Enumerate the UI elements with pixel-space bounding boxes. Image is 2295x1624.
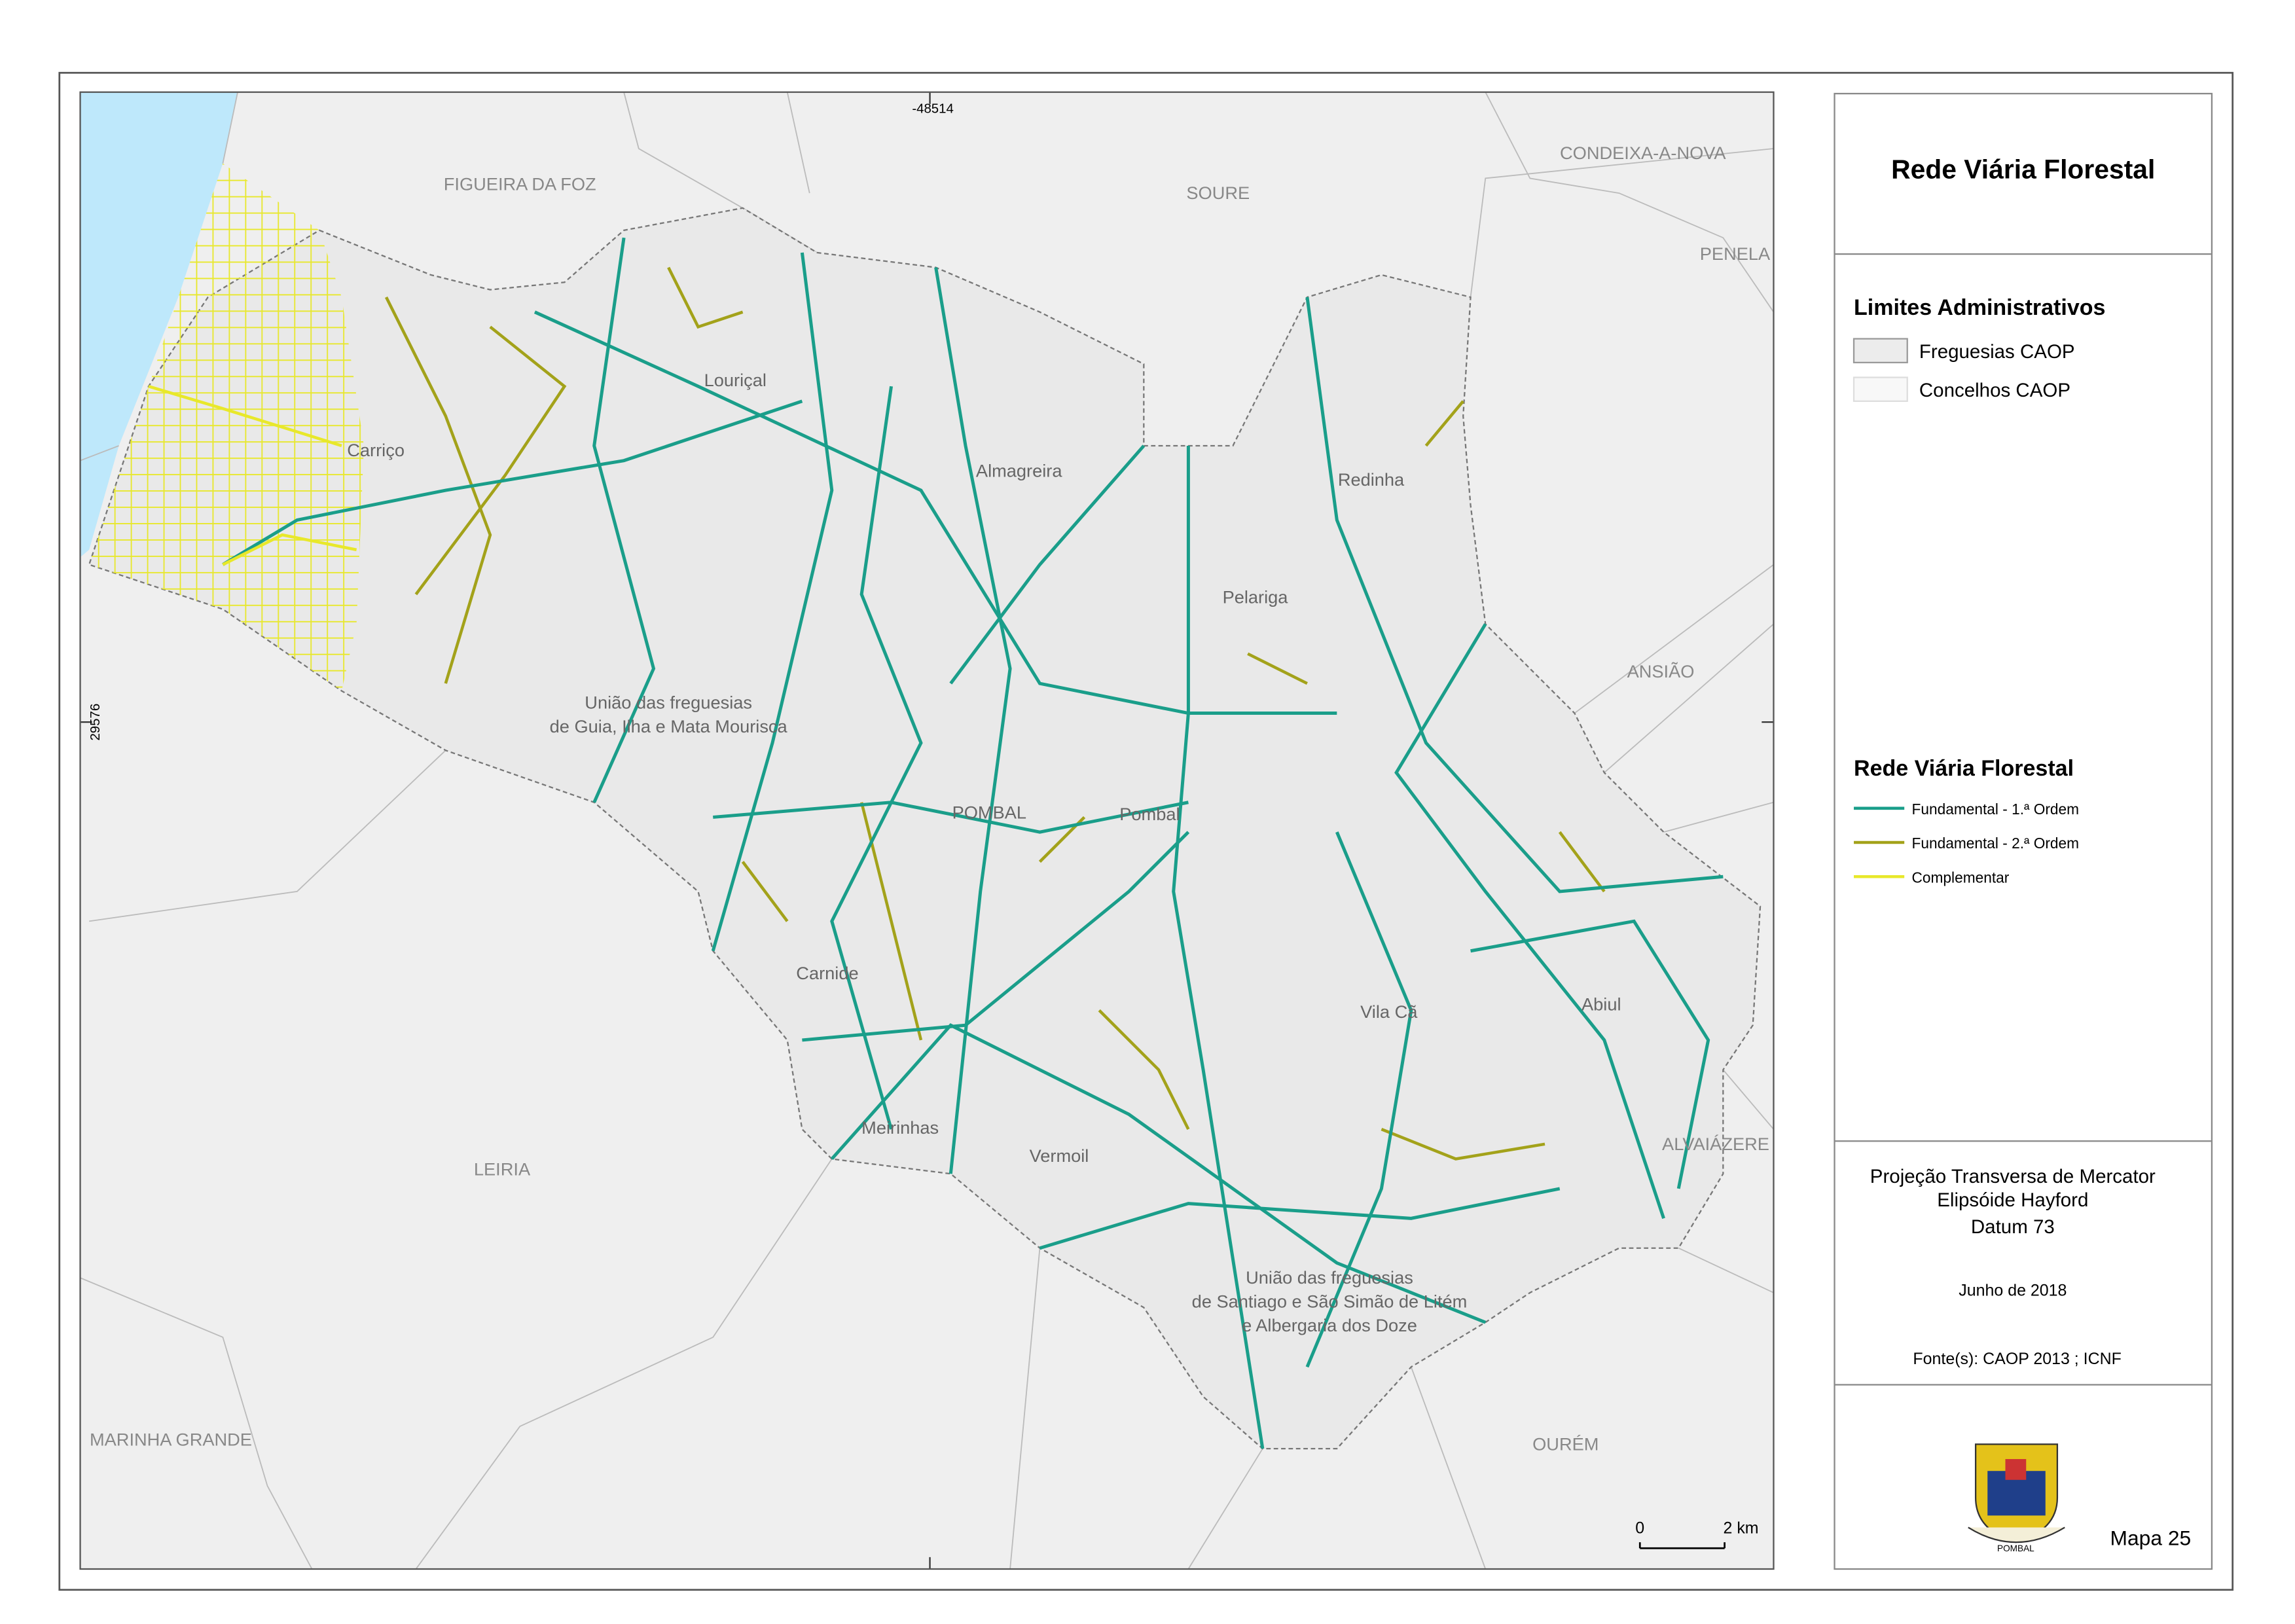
- freguesia-label: POMBAL: [952, 803, 1026, 823]
- legend-item: Fundamental - 1.ª Ordem: [1912, 801, 2080, 818]
- road-1st-order: [1470, 919, 1710, 1189]
- projection: Projeção Transversa de Mercator: [1870, 1166, 2156, 1187]
- concelho-label: FIGUEIRA DA FOZ: [444, 174, 596, 194]
- freguesia-label: Louriçal: [704, 370, 767, 390]
- complementar-area: [89, 163, 364, 691]
- road-1st-order: [533, 310, 1337, 715]
- freguesia-label: e Albergaria dos Doze: [1242, 1315, 1417, 1335]
- road-2nd-order: [1247, 652, 1308, 685]
- scale-start: 0: [1635, 1519, 1644, 1538]
- freguesia-label: Meirinhas: [861, 1117, 939, 1138]
- legend-item: Complementar: [1912, 869, 2010, 886]
- freguesia-label: Vermoil: [1030, 1146, 1089, 1166]
- projection: Datum 73: [1971, 1216, 2055, 1238]
- emblem-text: POMBAL: [1997, 1543, 2034, 1553]
- road-1st-order: [830, 1023, 1487, 1324]
- freguesia-label: de Guia, Ilha e Mata Mourisca: [550, 716, 788, 736]
- x-coordinate: -48514: [912, 102, 954, 117]
- admin-title: Limites Administrativos: [1854, 295, 2105, 320]
- road-2nd-order: [1558, 831, 1606, 893]
- concelho-label: MARINHA GRANDE: [90, 1430, 252, 1450]
- y-coordinate: 29576: [88, 704, 103, 741]
- freguesia-label: Pelariga: [1223, 587, 1289, 607]
- road-1st-order: [592, 237, 656, 803]
- road-1st-order: [713, 801, 1189, 834]
- legend-item: Fundamental - 2.ª Ordem: [1912, 835, 2080, 852]
- road-2nd-order: [1098, 1009, 1190, 1130]
- road-1st-order: [1172, 445, 1265, 1449]
- legend-title: Rede Viária Florestal: [1891, 154, 2155, 184]
- road-1st-order: [1039, 1187, 1561, 1250]
- road-1st-order: [934, 267, 1012, 1174]
- labels: FIGUEIRA DA FOZ SOURE CONDEIXA-A-NOVA PENEL…: [90, 143, 1771, 1454]
- sea: [80, 92, 238, 558]
- map-frame: [79, 91, 1775, 1570]
- concelho-label: OURÉM: [1532, 1434, 1599, 1454]
- freguesia-label: de Santiago e São Simão de Litém: [1192, 1291, 1468, 1312]
- road-2nd-order: [741, 861, 789, 922]
- freguesia-label: União das freguesias: [1246, 1267, 1413, 1288]
- road-1st-order: [222, 399, 803, 566]
- boundaries: [80, 92, 1774, 1570]
- map-area: [80, 92, 1774, 1570]
- admin-item: Concelhos CAOP: [1919, 380, 2070, 401]
- concelho-label: SOURE: [1186, 183, 1250, 203]
- freguesia-label: Abiul: [1581, 994, 1621, 1015]
- road-2nd-order: [384, 296, 492, 684]
- outer-frame: [58, 71, 2234, 1591]
- road-2nd-order: [1424, 400, 1464, 447]
- admin-item: Freguesias CAOP: [1919, 341, 2075, 363]
- road-1st-order: [1394, 623, 1665, 1219]
- road-1st-order: [1305, 831, 1413, 1368]
- roads-title: Rede Viária Florestal: [1854, 756, 2074, 781]
- concelho-label: PENELA: [1700, 244, 1771, 264]
- road-1st-order: [711, 252, 834, 952]
- concelho-label: ALVAIÁZERE: [1662, 1134, 1769, 1154]
- legend-panel: Rede Viária Florestal Limites Administra…: [1834, 92, 2213, 1570]
- projection: Elipsóide Hayford: [1937, 1189, 2088, 1211]
- roads: [148, 237, 1724, 1449]
- road-complementar: [148, 384, 357, 566]
- freguesia-label: Carnide: [796, 963, 858, 983]
- freguesia-label: Almagreira: [976, 461, 1062, 481]
- concelho-label: ANSIÃO: [1627, 661, 1695, 681]
- road-1st-order: [949, 444, 1146, 685]
- emblem: POMBAL: [1968, 1443, 2065, 1553]
- municipality: [88, 207, 1762, 1450]
- road-2nd-order: [667, 266, 744, 329]
- road-1st-order: [1305, 297, 1724, 893]
- freguesia-label: Carriço: [347, 440, 405, 460]
- freguesia-label: Redinha: [1338, 469, 1405, 490]
- freguesia-label: Vila Cã: [1360, 1001, 1418, 1022]
- road-1st-order: [802, 831, 1190, 1042]
- scale-bar: 0 2 km: [1635, 1519, 1759, 1549]
- date: Junho de 2018: [1959, 1281, 2067, 1299]
- map-number: Mapa 25: [2110, 1526, 2192, 1550]
- freguesia-label: União das freguesias: [585, 693, 752, 713]
- concelho-label: LEIRIA: [474, 1159, 531, 1179]
- road-2nd-order: [1381, 1128, 1545, 1161]
- road-2nd-order: [414, 325, 567, 596]
- freguesia-label: Pombal: [1119, 804, 1180, 824]
- scale-end: 2 km: [1724, 1519, 1759, 1538]
- concelho-label: CONDEIXA-A-NOVA: [1560, 143, 1726, 163]
- sources: Fonte(s): CAOP 2013 ; ICNF: [1913, 1350, 2121, 1368]
- road-1st-order: [830, 386, 923, 1130]
